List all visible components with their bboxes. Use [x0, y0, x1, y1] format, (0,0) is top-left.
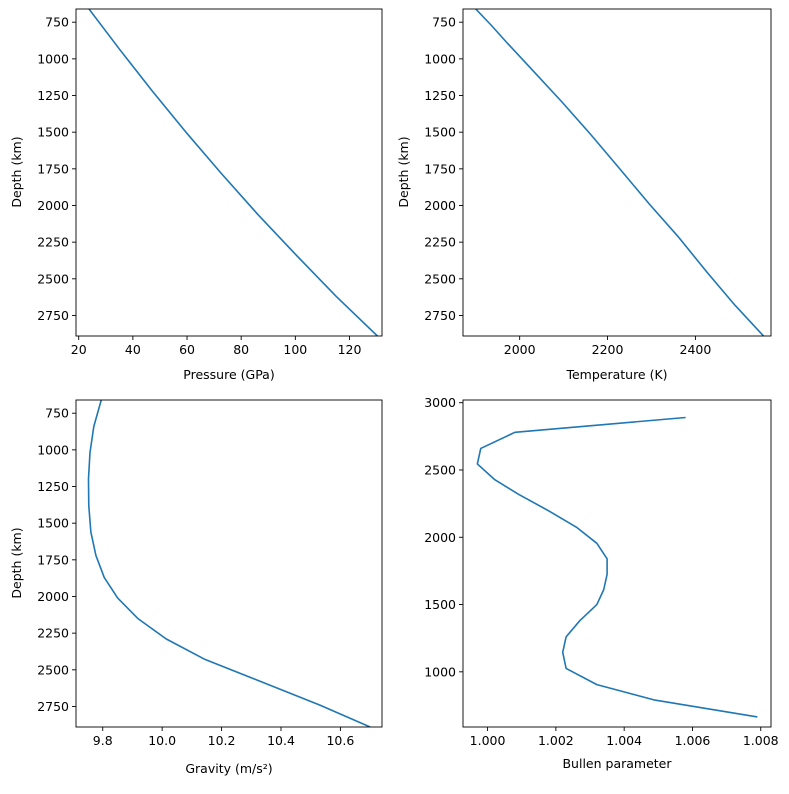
x-tick-label: 10.2	[208, 733, 236, 748]
plot-frame	[462, 399, 772, 728]
y-tick-label: 1000	[424, 664, 456, 679]
plot-frame	[75, 8, 383, 337]
y-tick-label: 2500	[37, 662, 69, 677]
plot-frame	[75, 399, 383, 728]
y-tick-label: 1000	[424, 51, 456, 66]
x-tick-label: 10.0	[148, 733, 176, 748]
plot-frame	[462, 8, 772, 337]
y-tick-label: 2250	[37, 626, 69, 641]
y-tick-label: 2250	[37, 235, 69, 250]
x-tick-label: 9.8	[93, 733, 113, 748]
x-tick-label: 1.008	[743, 733, 779, 748]
x-axis-label: Bullen parameter	[562, 756, 672, 771]
x-axis-label: Pressure (GPa)	[183, 367, 274, 382]
y-tick-label: 1250	[37, 479, 69, 494]
y-tick-label: 2500	[424, 462, 456, 477]
y-tick-label: 2000	[424, 198, 456, 213]
y-tick-label: 750	[45, 406, 69, 421]
y-tick-label: 1500	[37, 516, 69, 531]
panel-temperature: Temperature (K) Depth (km) 2000 2200 2400 7…	[396, 8, 772, 382]
x-tick-label: 2000	[504, 342, 536, 357]
panel-pressure: Pressure (GPa) Depth (km) 20 40 60 80 100 120…	[9, 8, 383, 382]
panel-bullen: Bullen parameter 1.000 1.002 1.004 1.006 1.0…	[424, 395, 779, 771]
x-tick-label: 2400	[680, 342, 712, 357]
x-tick-label: 1.004	[606, 733, 642, 748]
x-tick-label: 60	[179, 342, 195, 357]
x-tick-label: 10.6	[326, 733, 354, 748]
y-tick-label: 1750	[424, 161, 456, 176]
x-tick-label: 20	[71, 342, 87, 357]
series-line-0	[476, 416, 758, 718]
x-axis-label: Temperature (K)	[565, 367, 667, 382]
y-tick-label: 2750	[424, 308, 456, 323]
y-tick-label: 2500	[37, 271, 69, 286]
y-tick-label: 1750	[37, 161, 69, 176]
y-tick-label: 2500	[424, 271, 456, 286]
x-tick-label: 10.4	[267, 733, 295, 748]
series-line-0	[88, 9, 378, 336]
y-tick-label: 2750	[37, 308, 69, 323]
y-tick-label: 1000	[37, 442, 69, 457]
y-tick-label: 1500	[424, 125, 456, 140]
y-tick-label: 2250	[424, 235, 456, 250]
x-tick-label: 1.006	[675, 733, 711, 748]
x-tick-label: 2200	[592, 342, 624, 357]
x-tick-label: 1.002	[538, 733, 574, 748]
y-tick-label: 1250	[424, 88, 456, 103]
x-tick-label: 40	[125, 342, 141, 357]
y-axis-label: Depth (km)	[9, 136, 24, 207]
y-tick-label: 1000	[37, 51, 69, 66]
panel-gravity: Gravity (m/s²) Depth (km) 9.8 10.0 10.2 10.…	[9, 399, 383, 776]
x-tick-label: 100	[283, 342, 307, 357]
y-tick-label: 2750	[37, 699, 69, 714]
y-tick-label: 2000	[37, 589, 69, 604]
x-tick-label: 1.000	[470, 733, 506, 748]
x-axis-label: Gravity (m/s²)	[185, 761, 272, 776]
y-tick-label: 1500	[37, 125, 69, 140]
y-tick-label: 750	[432, 15, 456, 30]
x-tick-label: 120	[338, 342, 362, 357]
y-tick-label: 2000	[424, 530, 456, 545]
y-tick-label: 1750	[37, 552, 69, 567]
y-tick-label: 2000	[37, 198, 69, 213]
y-tick-label: 1500	[424, 597, 456, 612]
series-line-0	[475, 9, 765, 336]
y-tick-label: 3000	[424, 395, 456, 410]
y-axis-label: Depth (km)	[396, 136, 411, 207]
y-axis-label: Depth (km)	[9, 527, 24, 598]
y-tick-label: 750	[45, 15, 69, 30]
y-tick-label: 1250	[37, 88, 69, 103]
series-line-0	[87, 400, 371, 727]
x-tick-label: 80	[233, 342, 249, 357]
